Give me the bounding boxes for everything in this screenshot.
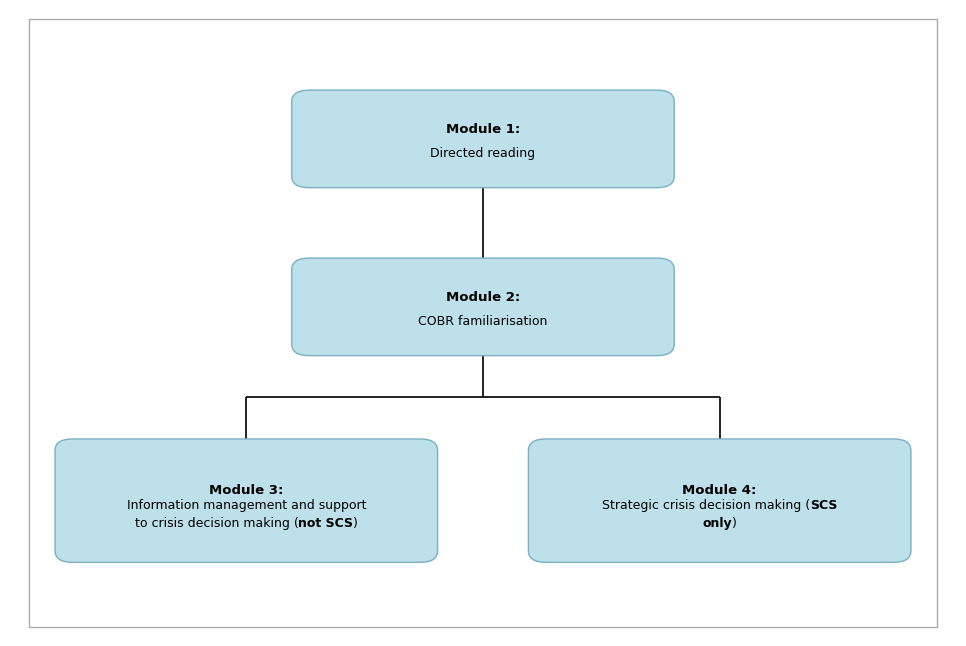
FancyBboxPatch shape [29,19,937,627]
Text: Strategic crisis decision making (: Strategic crisis decision making ( [602,499,810,512]
Text: Module 3:: Module 3: [210,484,283,497]
Text: Module 4:: Module 4: [683,484,756,497]
Text: Module 1:: Module 1: [446,123,520,136]
Text: SCS: SCS [810,499,838,512]
Text: not SCS: not SCS [298,517,354,530]
Text: to crisis decision making (: to crisis decision making ( [134,517,298,530]
Text: ): ) [732,517,737,530]
Text: Module 2:: Module 2: [446,291,520,304]
Text: COBR familiarisation: COBR familiarisation [418,315,548,328]
Text: Directed reading: Directed reading [431,147,535,160]
Text: only: only [702,517,732,530]
FancyBboxPatch shape [292,90,674,187]
FancyBboxPatch shape [292,258,674,355]
Text: Information management and support: Information management and support [127,499,366,512]
Text: ): ) [354,517,358,530]
FancyBboxPatch shape [528,439,911,562]
FancyBboxPatch shape [55,439,438,562]
